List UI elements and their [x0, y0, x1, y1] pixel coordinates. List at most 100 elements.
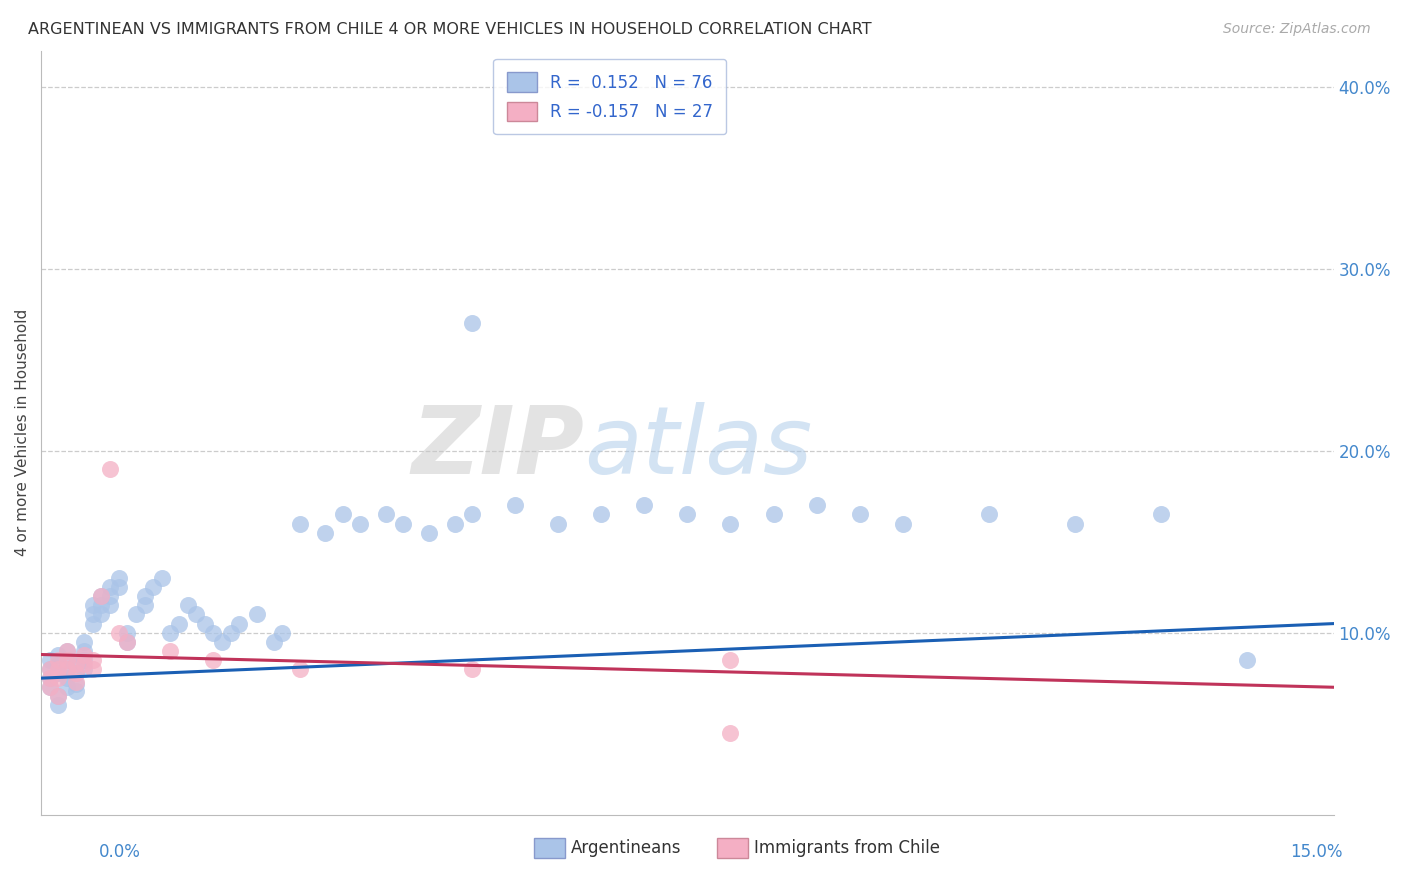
Legend: R =  0.152   N = 76, R = -0.157   N = 27: R = 0.152 N = 76, R = -0.157 N = 27: [494, 59, 727, 134]
Point: [443, 516, 465, 531]
Point: [65, 665, 87, 680]
Point: [38, 671, 60, 685]
Point: [56, 671, 79, 685]
Point: [65, 676, 87, 690]
Point: [56, 662, 79, 676]
Point: [503, 499, 526, 513]
Point: [720, 653, 742, 667]
Text: 0.0%: 0.0%: [98, 843, 141, 861]
Point: [167, 616, 190, 631]
Point: [392, 516, 415, 531]
Point: [90, 607, 112, 622]
Point: [107, 625, 129, 640]
Point: [82, 616, 104, 631]
Point: [90, 590, 112, 604]
Point: [202, 625, 225, 640]
Point: [56, 680, 79, 694]
Point: [107, 571, 129, 585]
Point: [82, 599, 104, 613]
Point: [117, 634, 139, 648]
Point: [186, 607, 208, 622]
Text: Source: ZipAtlas.com: Source: ZipAtlas.com: [1223, 22, 1371, 37]
Point: [107, 580, 129, 594]
Text: Immigrants from Chile: Immigrants from Chile: [754, 839, 939, 857]
Point: [159, 644, 181, 658]
Point: [46, 698, 69, 713]
Point: [38, 671, 60, 685]
Point: [288, 662, 311, 676]
Point: [150, 571, 173, 585]
Point: [547, 516, 569, 531]
Point: [56, 653, 79, 667]
Point: [977, 508, 1000, 522]
Point: [82, 662, 104, 676]
Point: [288, 516, 311, 531]
Point: [38, 680, 60, 694]
Text: ZIP: ZIP: [411, 402, 583, 494]
Point: [46, 648, 69, 662]
Point: [65, 657, 87, 671]
Text: Argentineans: Argentineans: [571, 839, 682, 857]
Point: [591, 508, 613, 522]
Point: [46, 662, 69, 676]
Point: [38, 680, 60, 694]
Point: [65, 657, 87, 671]
Point: [65, 665, 87, 680]
Point: [82, 607, 104, 622]
Point: [73, 657, 96, 671]
Text: ARGENTINEAN VS IMMIGRANTS FROM CHILE 4 OR MORE VEHICLES IN HOUSEHOLD CORRELATION: ARGENTINEAN VS IMMIGRANTS FROM CHILE 4 O…: [28, 22, 872, 37]
Point: [1236, 653, 1258, 667]
Text: 15.0%: 15.0%: [1291, 843, 1343, 861]
Point: [56, 644, 79, 658]
Point: [720, 516, 742, 531]
Point: [56, 662, 79, 676]
Point: [194, 616, 217, 631]
Point: [90, 599, 112, 613]
Point: [38, 653, 60, 667]
Point: [73, 653, 96, 667]
Point: [159, 625, 181, 640]
Point: [314, 525, 336, 540]
Point: [65, 684, 87, 698]
Point: [332, 508, 354, 522]
Point: [633, 499, 655, 513]
Point: [891, 516, 914, 531]
Point: [271, 625, 294, 640]
Point: [461, 662, 484, 676]
Point: [202, 653, 225, 667]
Point: [125, 607, 148, 622]
Point: [98, 580, 121, 594]
Point: [1064, 516, 1087, 531]
Point: [245, 607, 267, 622]
Point: [263, 634, 285, 648]
Point: [82, 653, 104, 667]
Text: atlas: atlas: [583, 402, 813, 493]
Point: [461, 508, 484, 522]
Point: [98, 590, 121, 604]
Point: [349, 516, 371, 531]
Point: [65, 674, 87, 689]
Point: [56, 644, 79, 658]
Point: [1150, 508, 1173, 522]
Point: [46, 658, 69, 673]
Point: [676, 508, 699, 522]
Point: [46, 671, 69, 685]
Point: [848, 508, 870, 522]
Point: [38, 662, 60, 676]
Point: [46, 653, 69, 667]
Point: [134, 599, 156, 613]
Point: [211, 634, 233, 648]
Point: [418, 525, 440, 540]
Point: [98, 599, 121, 613]
Point: [461, 317, 484, 331]
Point: [56, 653, 79, 667]
Point: [98, 462, 121, 476]
Point: [46, 665, 69, 680]
Point: [134, 590, 156, 604]
Point: [38, 662, 60, 676]
Point: [228, 616, 250, 631]
Point: [720, 725, 742, 739]
Point: [176, 599, 198, 613]
Point: [762, 508, 785, 522]
Point: [46, 690, 69, 704]
